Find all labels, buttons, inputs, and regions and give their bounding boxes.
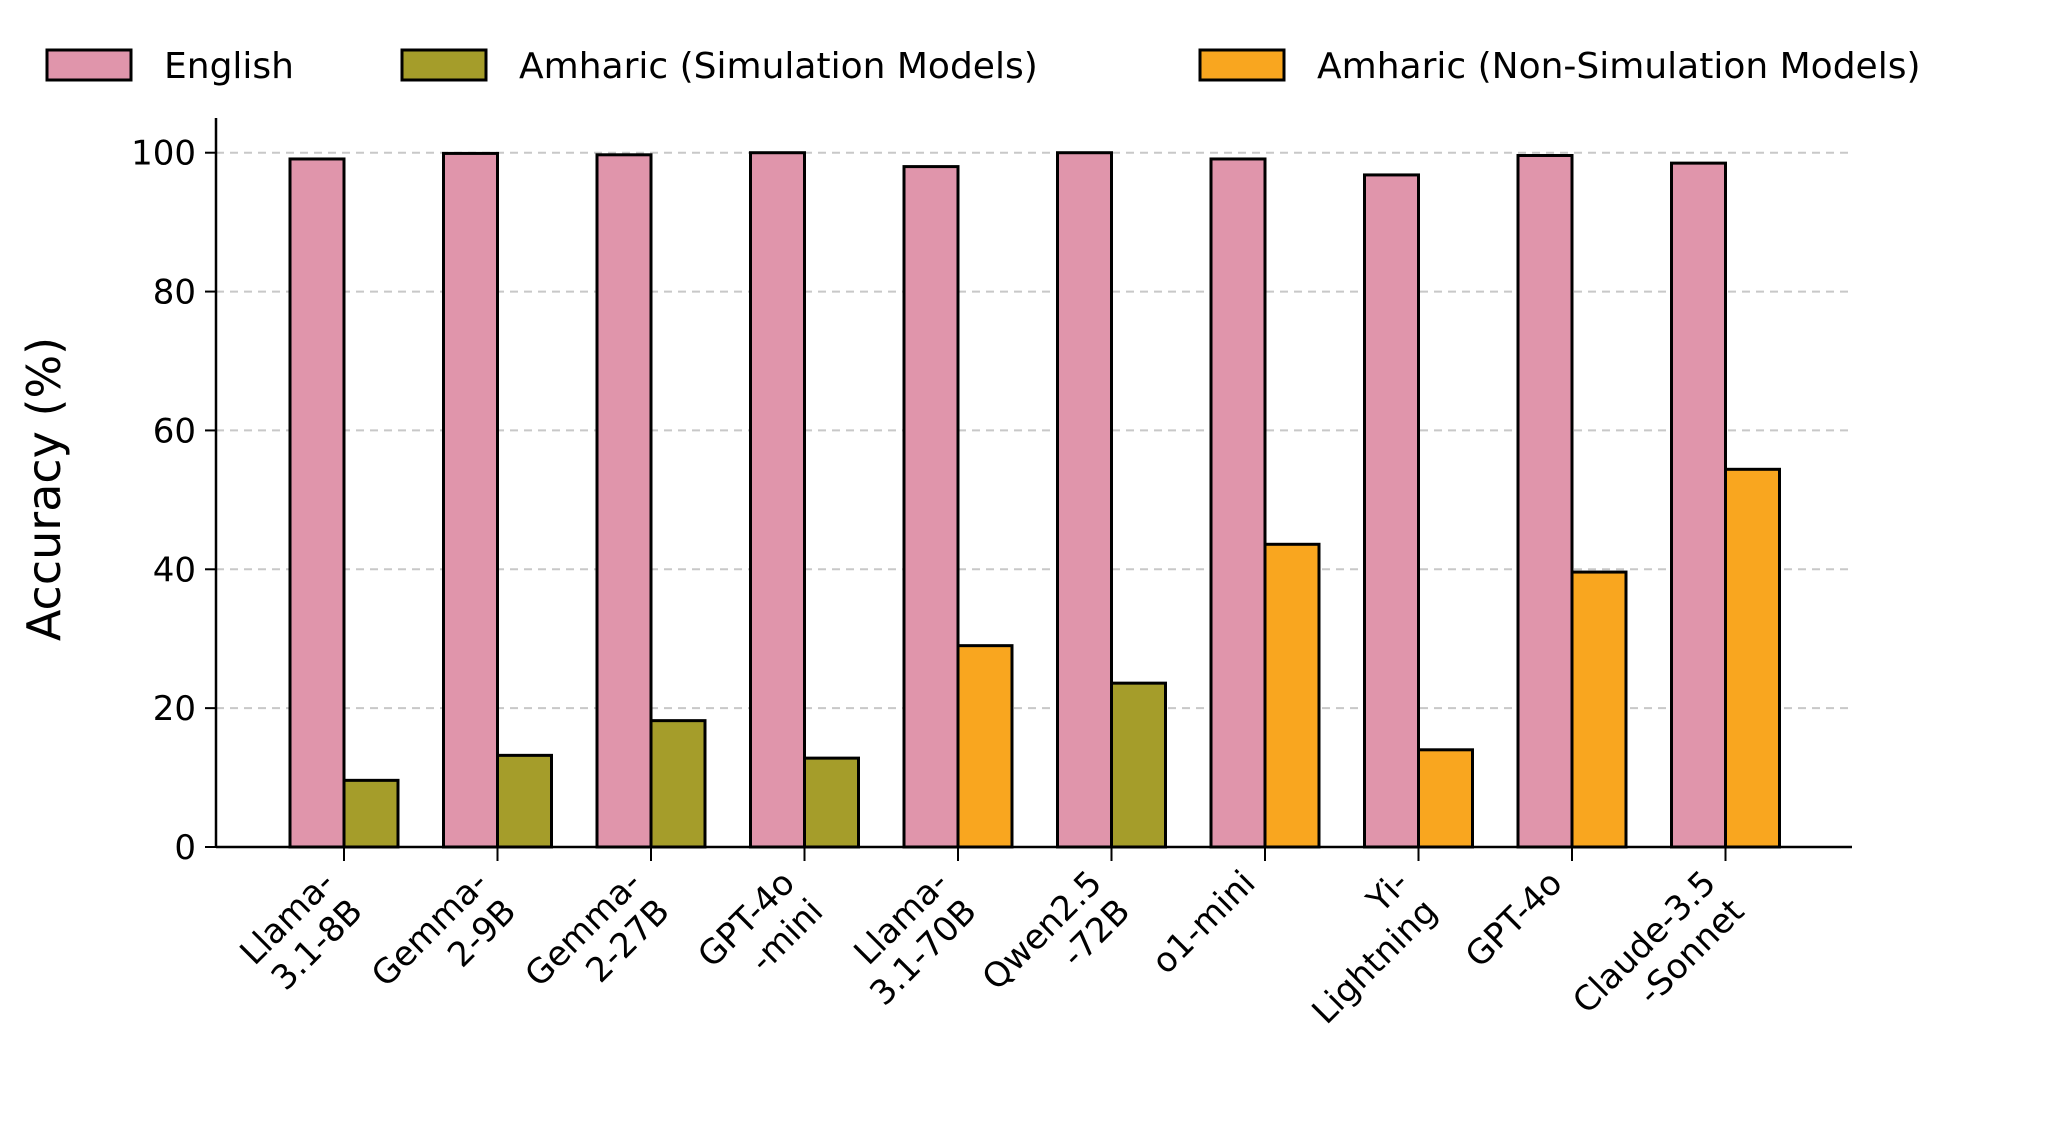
bar-amharic	[1724, 467, 1781, 849]
bar-english	[288, 157, 346, 849]
legend: English Amharic (Simulation Models) Amhari…	[45, 46, 1921, 87]
x-tick-label: Claude-3.5-Sonnet	[1565, 863, 1752, 1050]
bars	[288, 151, 1781, 849]
x-tick-label: GPT-4o	[1458, 863, 1571, 976]
bar-english	[1056, 151, 1113, 849]
bar-english	[1516, 153, 1574, 849]
bar-amharic	[1417, 748, 1474, 849]
y-tick-label: 60	[153, 411, 196, 451]
y-tick-label: 100	[131, 134, 196, 174]
y-tick-label: 80	[153, 273, 196, 313]
x-tick-label: GPT-4o-mini	[690, 863, 831, 1004]
bar-english	[1209, 157, 1267, 849]
bar-amharic	[803, 756, 860, 849]
x-tick-label: Llama-3.1-70B	[834, 863, 985, 1014]
legend-swatch	[1198, 48, 1286, 82]
bar-amharic	[649, 719, 707, 849]
x-tick-label: Qwen2.5-72B	[975, 863, 1138, 1026]
legend-label: Amharic (Non-Simulation Models)	[1317, 46, 1921, 87]
legend-swatch	[400, 48, 488, 82]
y-tick-label: 40	[153, 550, 196, 590]
x-tick-label: Gemma-2-9B	[364, 863, 524, 1023]
bar-english	[749, 151, 806, 849]
bar-amharic	[342, 778, 400, 849]
x-tick-label: Yi-Lightning	[1276, 863, 1445, 1032]
bar-amharic	[1570, 570, 1628, 849]
x-tick-label: o1-mini	[1144, 863, 1263, 982]
bar-amharic	[1263, 542, 1321, 849]
y-axis-label: Accuracy (%)	[17, 337, 71, 641]
y-tick-label: 20	[153, 689, 196, 729]
bar-english	[442, 151, 499, 849]
x-tick-label: Llama-3.1-8B	[232, 863, 370, 1001]
axes	[205, 118, 1852, 861]
bar-english	[902, 165, 960, 849]
legend-label: Amharic (Simulation Models)	[519, 46, 1038, 87]
bar-amharic	[1110, 681, 1167, 849]
bar-amharic	[956, 644, 1014, 849]
bar-english	[1363, 173, 1420, 849]
legend-label: English	[164, 46, 294, 87]
x-tick-label: Gemma-2-27B	[517, 863, 677, 1023]
bar-english	[1670, 161, 1727, 849]
bar-amharic	[496, 753, 553, 849]
y-tick-label: 0	[174, 828, 196, 868]
legend-swatch	[45, 48, 133, 82]
bar-english	[595, 153, 653, 849]
